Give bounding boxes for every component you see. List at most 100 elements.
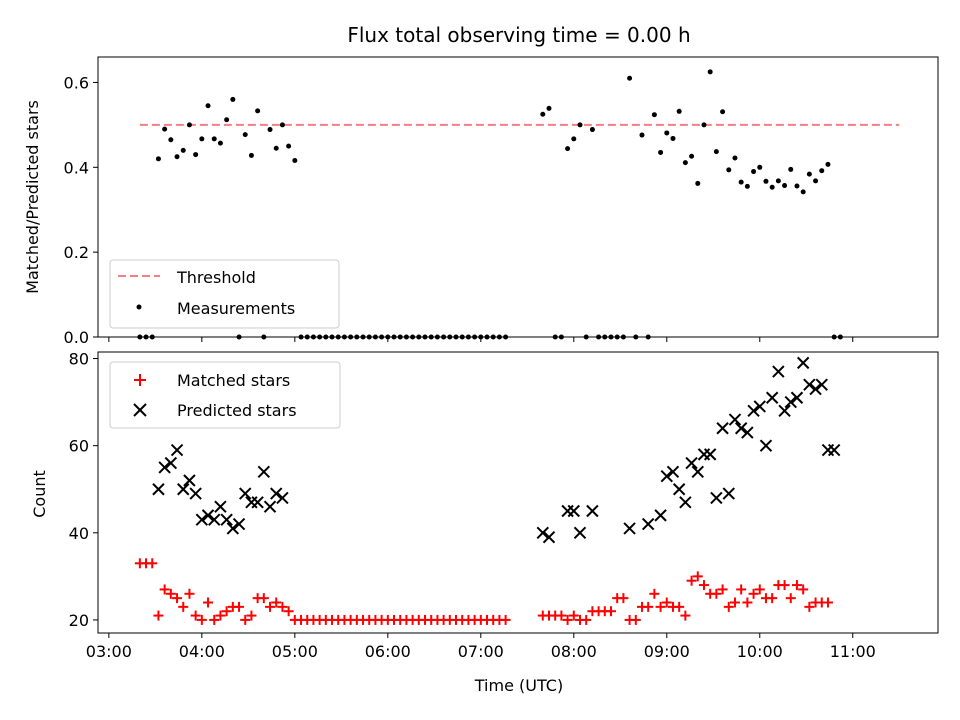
matched-star-point [723,601,734,612]
predicted-star-point [728,413,742,426]
matched-star-point [791,580,802,591]
measurement-point [292,158,298,164]
predicted-star-point [232,517,246,531]
matched-star-point [630,614,641,625]
predicted-star-point [685,456,698,470]
matched-star-point [581,614,592,625]
predicted-star-point [747,404,760,418]
matched-star-point [717,584,728,595]
matched-star-point [209,614,220,625]
predicted-star-point [765,391,779,404]
matched-star-point [258,593,269,604]
matched-star-point [698,580,709,591]
measurement-point [794,183,800,189]
chart-title: Flux total observing time = 0.00 h [347,23,690,47]
matched-star-point [159,584,170,595]
count-axes-frame [97,351,939,634]
measurement-point [775,178,781,184]
predicted-star-point [753,400,766,413]
predicted-star-point [710,491,723,505]
matched-stars-series [134,558,833,625]
matched-star-point [165,588,176,599]
matched-star-point [234,601,245,612]
count-x-tick-label: 10:00 [737,642,783,661]
count-x-tick-label: 07:00 [458,642,504,661]
matched-star-point [240,614,251,625]
count-y-axis-label: Count [30,470,49,518]
predicted-star-point [815,378,828,391]
count-axes: 20 40 60 80 03:00 04:00 05:00 06:00 07:00 08:00 09… [69,350,939,661]
measurement-point [769,184,775,190]
measurements-legend-swatch [136,304,142,310]
measurement-point [806,171,812,177]
matched-star-point [754,584,765,595]
matched-legend-label: Matched stars [177,371,290,390]
ratio-y-tick-label: 0.2 [64,243,89,262]
matched-star-point [605,606,616,617]
measurement-point [279,122,285,128]
predicted-star-point [722,487,735,500]
measurement-point [168,137,174,143]
matched-star-point [221,606,232,617]
matched-star-point [203,597,214,608]
matched-star-point [686,575,697,586]
matched-star-point [779,580,790,591]
matched-star-point [711,588,722,599]
matched-star-point [215,610,226,621]
predicted-star-point [183,474,196,487]
predicted-star-point [257,465,271,479]
measurements-legend-label: Measurements [177,299,295,318]
matched-star-point [500,614,511,625]
predicted-star-point [542,530,556,544]
measurement-point [639,132,645,138]
predicted-star-point [263,500,277,513]
matched-star-point [649,588,660,599]
predicted-star-point [666,465,680,479]
predicted-star-point [536,526,550,540]
measurement-point [720,109,726,115]
predicted-star-point [641,517,655,531]
measurement-point [162,126,168,132]
measurement-point [813,178,819,184]
measurement-point [267,127,273,133]
predicted-star-point [734,422,748,435]
matched-star-point [680,610,691,621]
count-x-tick-label: 03:00 [86,642,132,661]
predicted-star-point [672,483,686,496]
predicted-star-point [796,356,810,370]
matched-star-point [748,588,759,599]
predicted-star-point [276,491,289,505]
count-x-tick-label: 06:00 [365,642,411,661]
matched-star-point [196,614,207,625]
count-legend-box [109,361,341,429]
predicted-star-point [809,382,822,396]
threshold-legend-label: Threshold [176,268,256,287]
measurement-point [819,168,825,174]
measurement-point [664,130,670,136]
measurement-point [174,154,180,160]
matched-star-point [674,601,685,612]
measurement-point [627,75,633,81]
measurement-point [682,160,688,166]
count-legend: Matched stars Predicted stars [109,361,341,429]
predicted-star-point [201,509,215,522]
matched-star-point [190,610,201,621]
matched-star-point [184,588,195,599]
count-y-tick-label: 80 [69,350,89,369]
measurement-point [224,117,230,123]
predicted-star-point [716,422,729,435]
ratio-y-tick-label: 0.4 [64,158,89,177]
ratio-y-axis-label: Matched/Predicted stars [23,100,42,294]
predicted-star-point [251,496,264,509]
measurement-point [732,155,738,161]
measurement-point [242,132,248,138]
predicted-star-point [573,526,587,540]
matched-star-point [277,601,288,612]
predicted-star-point [790,391,804,404]
count-y-tick-label: 20 [69,611,89,630]
matched-star-point [618,593,629,604]
count-panel: 20 40 60 80 03:00 04:00 05:00 06:00 07:00 08:00 09… [30,350,939,695]
matched-star-point [246,610,257,621]
measurement-point [701,122,707,128]
